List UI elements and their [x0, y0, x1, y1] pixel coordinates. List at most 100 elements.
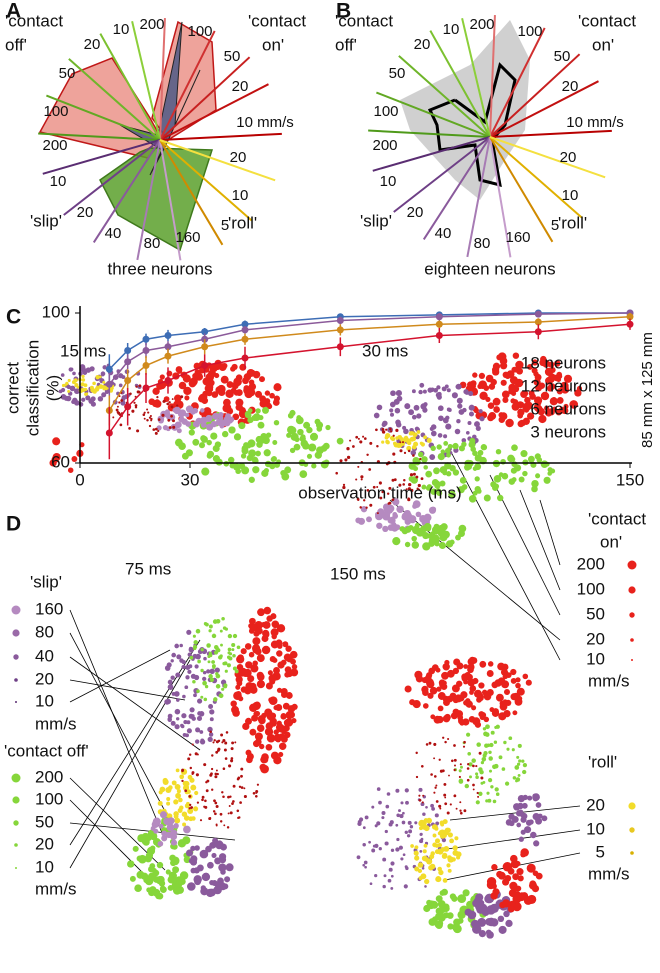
dot [215, 673, 221, 679]
dot [227, 795, 230, 799]
dot [68, 367, 73, 372]
dot [425, 743, 429, 746]
data-point [124, 358, 132, 366]
dot [569, 400, 578, 409]
dot [414, 821, 418, 825]
dot [514, 697, 523, 706]
dot [291, 703, 298, 711]
dot [385, 428, 388, 431]
dot [396, 813, 401, 818]
dot [408, 829, 413, 834]
dot [258, 716, 266, 725]
spoke-label: 10 [50, 173, 67, 190]
dot [155, 875, 165, 885]
dot [448, 774, 450, 777]
dot [209, 668, 215, 674]
dot [458, 769, 462, 773]
dot [219, 423, 225, 429]
legend-title: 'contact [588, 509, 646, 528]
group-label: on' [262, 35, 284, 54]
data-point [142, 384, 150, 392]
dot [390, 523, 399, 532]
dot [390, 874, 394, 878]
dot [236, 645, 241, 650]
dot [235, 690, 242, 697]
dot [129, 875, 136, 882]
series-line [108, 316, 631, 411]
dot [219, 654, 223, 658]
dot [535, 802, 542, 808]
dot [184, 395, 190, 401]
dot [190, 714, 195, 718]
dot [244, 687, 252, 695]
dot [518, 476, 525, 483]
data-point [201, 362, 209, 369]
dot [342, 485, 346, 490]
dot [200, 738, 205, 743]
dot [420, 837, 424, 841]
dot [467, 421, 472, 425]
dot [423, 825, 430, 832]
data-point [241, 320, 249, 328]
dot [462, 889, 470, 897]
data-point [105, 429, 113, 437]
dot [280, 469, 287, 477]
dot [413, 850, 419, 856]
dot [447, 832, 453, 838]
dot [215, 619, 221, 624]
dot [436, 715, 444, 724]
dot [444, 696, 451, 703]
dot [521, 759, 525, 763]
dot [426, 817, 432, 824]
dot [216, 772, 219, 776]
dot [245, 717, 252, 725]
dot [210, 432, 218, 440]
spoke-label: 40 [105, 225, 122, 242]
dot [211, 852, 217, 858]
dot [285, 692, 293, 699]
dot [559, 406, 565, 412]
dot [395, 847, 400, 852]
dot [497, 915, 505, 923]
dot [364, 815, 369, 820]
dot [444, 740, 447, 744]
dot [174, 708, 181, 715]
dot [453, 794, 457, 798]
spoke [131, 21, 161, 141]
dot [207, 450, 215, 458]
dot [336, 437, 344, 445]
dot [561, 385, 570, 394]
dot [175, 672, 181, 678]
dot [197, 659, 201, 664]
dot [374, 824, 378, 828]
dot [402, 853, 406, 857]
dot [137, 390, 141, 394]
dot [517, 875, 524, 882]
dot [226, 826, 230, 829]
dot [510, 693, 518, 701]
dot [306, 426, 313, 434]
dot [495, 792, 500, 796]
dot [223, 403, 232, 412]
dot [254, 647, 262, 656]
dot [480, 781, 484, 785]
dot [443, 845, 450, 852]
dot [360, 478, 363, 481]
dot [445, 423, 452, 430]
dot [192, 438, 200, 446]
dot [71, 380, 76, 385]
dot [511, 748, 515, 752]
dot [482, 727, 487, 731]
spoke [489, 136, 606, 179]
dot [173, 799, 179, 805]
dot [436, 912, 446, 922]
dot [427, 387, 433, 393]
dot [385, 804, 390, 809]
dot [222, 430, 229, 438]
dot [209, 817, 212, 819]
dot [181, 660, 186, 665]
dot [166, 801, 171, 806]
dot [443, 782, 447, 786]
dot [556, 396, 564, 404]
dot [419, 382, 425, 388]
